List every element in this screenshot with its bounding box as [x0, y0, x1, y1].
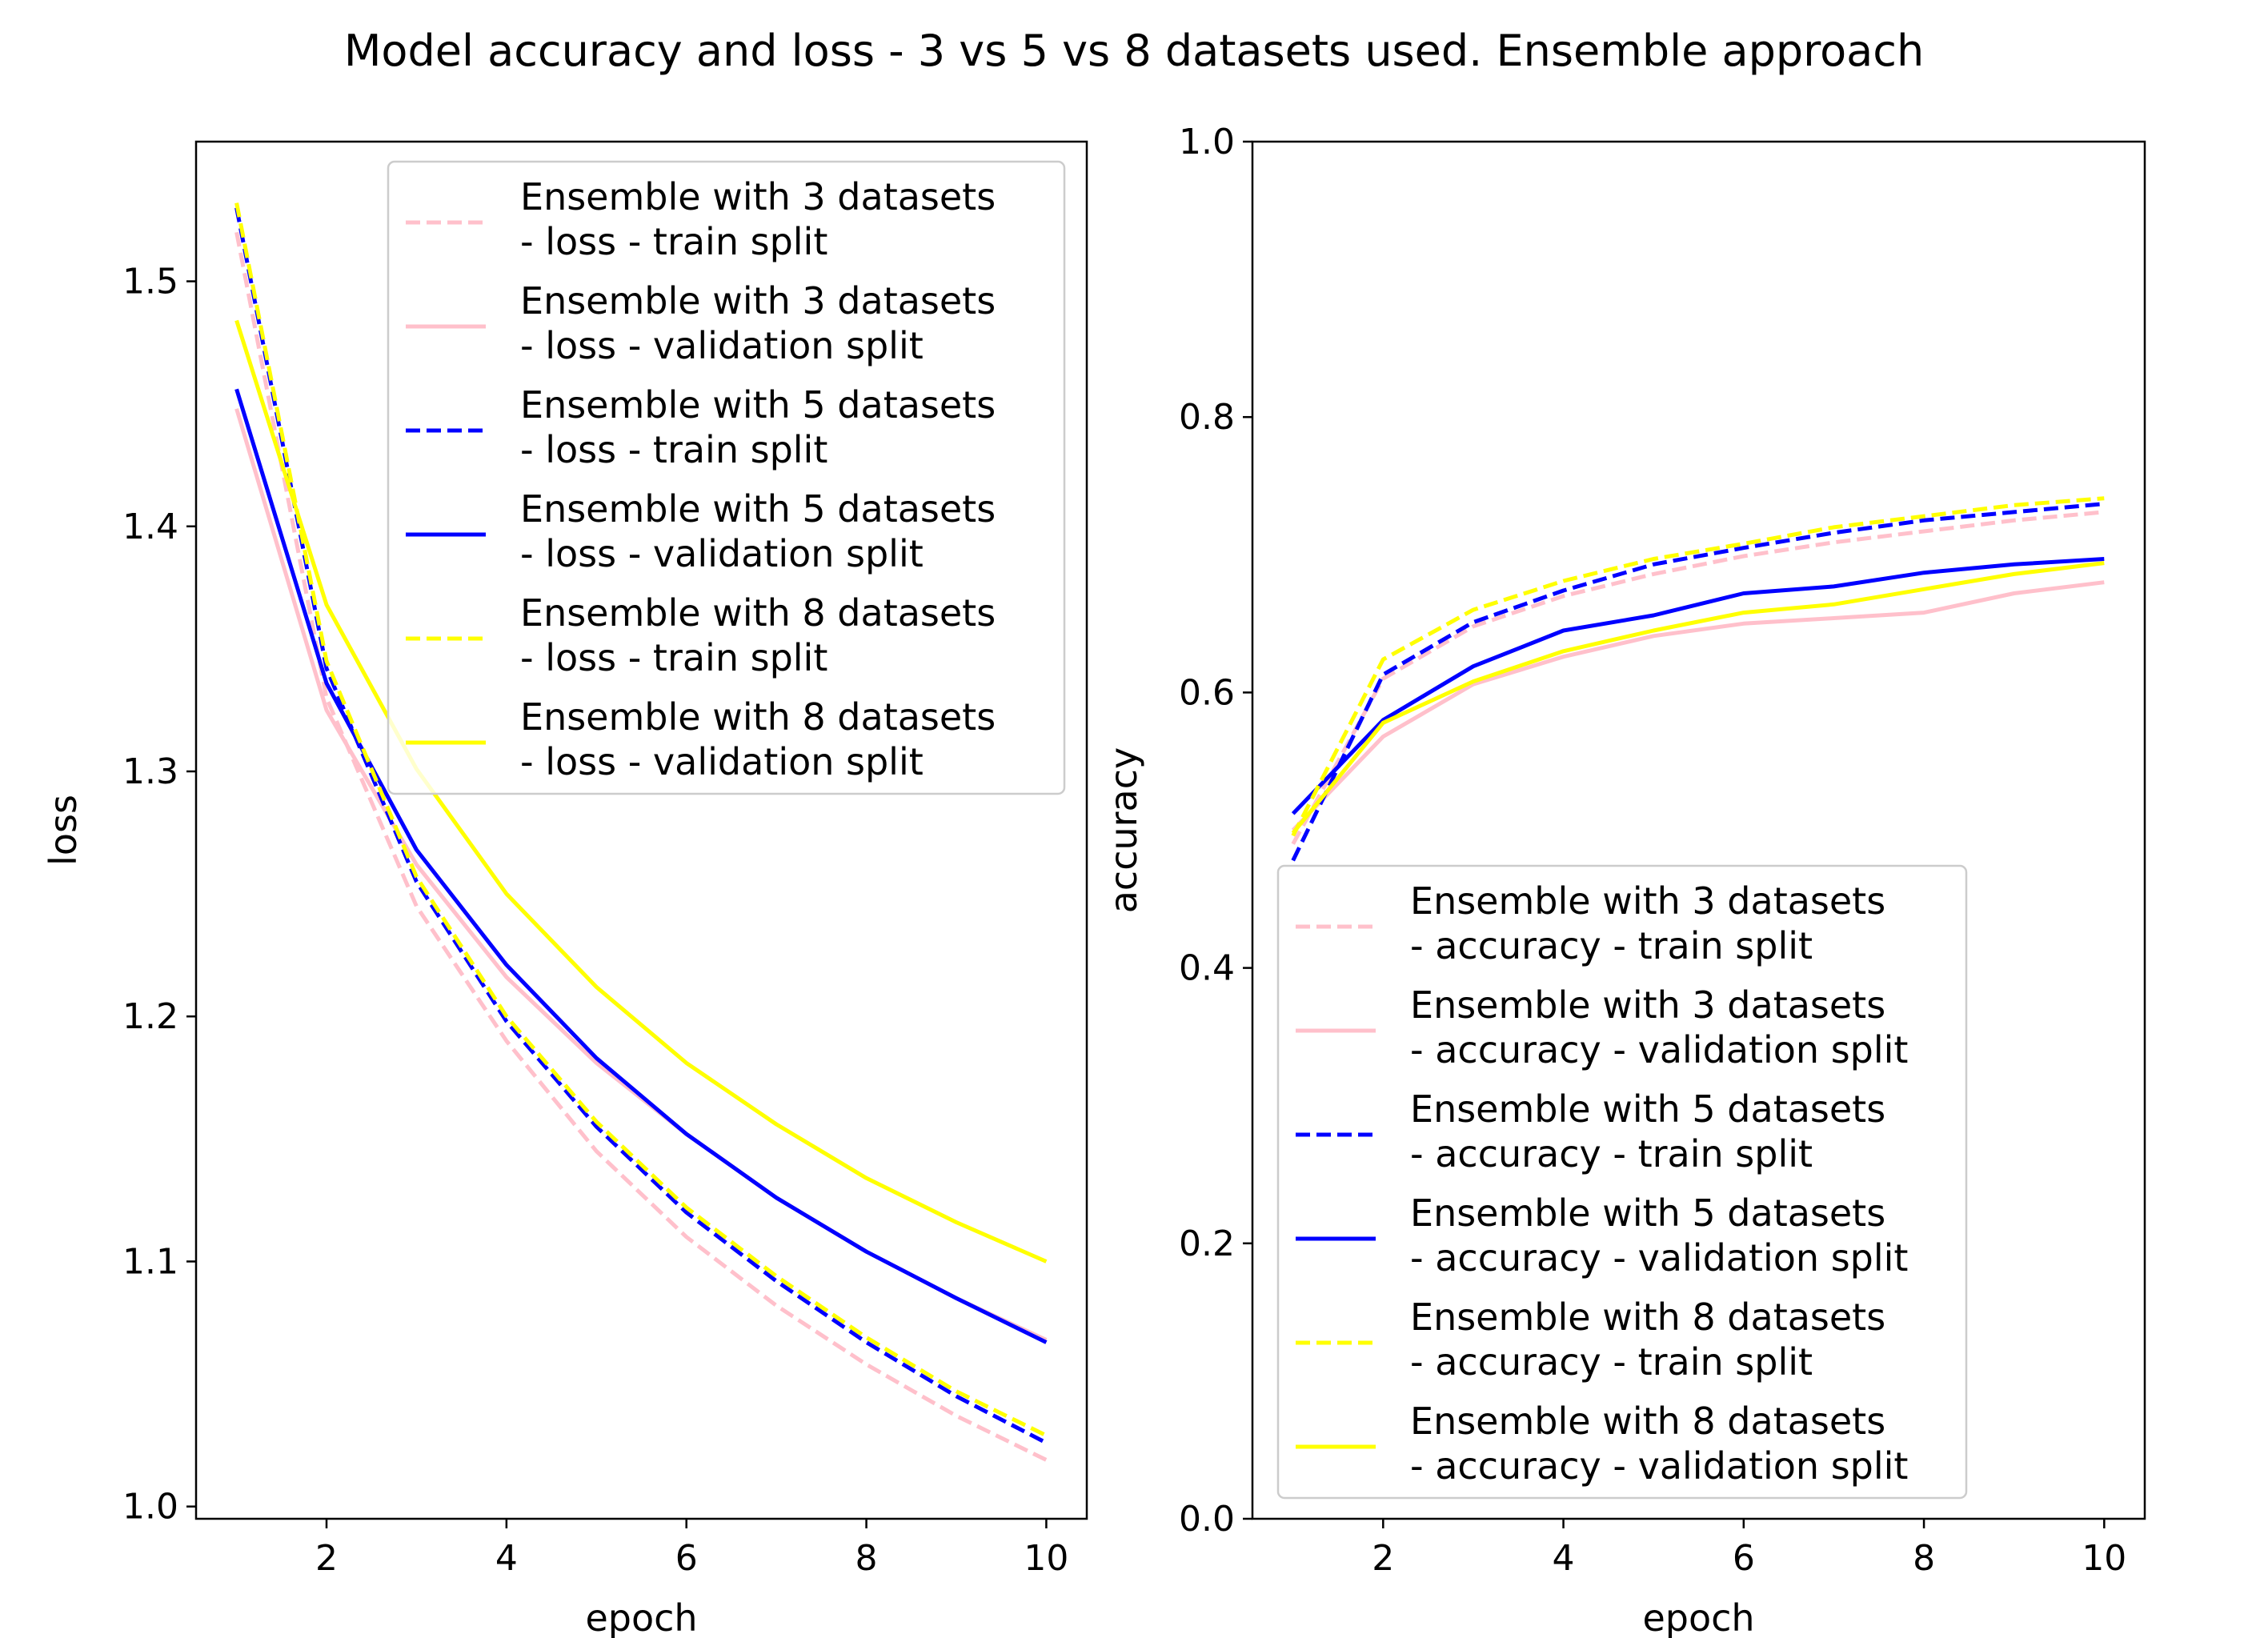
accuracy-ytick-label: 0.4	[1179, 948, 1235, 989]
loss-chart: 2 4 6 8 10 1.0 1.1 1.2 1.3 1.4 1.5 epoch loss Ensembl…	[42, 140, 1088, 1638]
accuracy-series-line-2	[1291, 580, 2105, 832]
loss-ytick-label: 1.5	[122, 262, 178, 302]
accuracy-series-line-3	[1291, 502, 2105, 862]
accuracy-axes-frame	[1251, 140, 2146, 1520]
loss-ytick-label: 1.0	[122, 1487, 178, 1528]
accuracy-series-line-4	[1291, 557, 2105, 815]
accuracy-xaxis-label: epoch	[1642, 1596, 1754, 1638]
accuracy-yaxis-label: accuracy	[1102, 747, 1145, 914]
accuracy-ytick-label: 0.0	[1179, 1499, 1235, 1540]
loss-series-line-6	[234, 319, 1048, 1264]
accuracy-ytick-label: 0.8	[1179, 397, 1235, 438]
loss-xaxis-label: epoch	[585, 1596, 697, 1638]
loss-ytick-label: 1.1	[122, 1241, 178, 1282]
accuracy-series-group	[1291, 496, 2105, 862]
accuracy-legend-label-5: Ensemble with 8 datasets - accuracy - tra…	[1410, 1296, 1885, 1384]
loss-series-line-3	[234, 207, 1048, 1445]
loss-xtick-label: 8	[856, 1538, 878, 1579]
loss-series-line-5	[234, 202, 1048, 1438]
accuracy-xtick-label: 8	[1913, 1538, 1935, 1579]
loss-series-group	[234, 202, 1048, 1462]
accuracy-ytick-label: 1.0	[1179, 122, 1235, 162]
accuracy-ytick-label: 0.2	[1179, 1223, 1235, 1264]
accuracy-legend-label-2: Ensemble with 3 datasets - accuracy - val…	[1410, 983, 1908, 1071]
accuracy-xtick-label: 10	[2082, 1538, 2126, 1579]
loss-axes-frame	[194, 140, 1088, 1520]
accuracy-xtick-label: 4	[1553, 1538, 1575, 1579]
loss-ytick-label: 1.2	[122, 996, 178, 1037]
accuracy-legend-frame	[1276, 864, 1968, 1500]
loss-legend-label-4: Ensemble with 5 datasets - loss - validat…	[520, 487, 996, 575]
loss-legend-label-6: Ensemble with 8 datasets - loss - validat…	[520, 695, 996, 783]
accuracy-legend-label-6: Ensemble with 8 datasets - accuracy - val…	[1410, 1400, 1908, 1488]
accuracy-legend-label-4: Ensemble with 5 datasets - accuracy - val…	[1410, 1191, 1908, 1280]
loss-xtick-label: 2	[315, 1538, 338, 1579]
accuracy-ytick-label: 0.6	[1179, 672, 1235, 713]
accuracy-legend-label-1: Ensemble with 3 datasets - accuracy - tra…	[1410, 879, 1885, 967]
accuracy-xtick-label: 6	[1733, 1538, 1755, 1579]
loss-legend: Ensemble with 3 datasets - loss - train s…	[387, 160, 1066, 795]
accuracy-series-line-5	[1291, 496, 2105, 837]
accuracy-legend: Ensemble with 3 datasets - accuracy - tra…	[1276, 864, 1968, 1500]
accuracy-chart: 2 4 6 8 10 0.0 0.2 0.4 0.6 0.8 1.0 epoch accuracy Ens…	[1102, 122, 2146, 1638]
accuracy-xtick-label: 2	[1372, 1538, 1394, 1579]
loss-xtick-label: 6	[675, 1538, 698, 1579]
accuracy-series-line-6	[1291, 561, 2105, 835]
loss-ytick-label: 1.3	[122, 751, 178, 792]
accuracy-series-line-1	[1291, 510, 2105, 845]
loss-series-line-4	[234, 388, 1048, 1344]
figure-suptitle: Model accuracy and loss - 3 vs 5 vs 8 da…	[344, 26, 1924, 76]
loss-legend-frame	[387, 160, 1066, 795]
accuracy-legend-label-3: Ensemble with 5 datasets - accuracy - tra…	[1410, 1087, 1885, 1175]
loss-xtick-label: 4	[495, 1538, 518, 1579]
loss-series-line-1	[234, 231, 1048, 1462]
loss-legend-label-3: Ensemble with 5 datasets - loss - train s…	[520, 383, 996, 471]
loss-ytick-label: 1.4	[122, 507, 178, 547]
loss-legend-label-2: Ensemble with 3 datasets - loss - validat…	[520, 279, 996, 367]
loss-legend-label-5: Ensemble with 8 datasets - loss - train s…	[520, 591, 996, 679]
loss-yaxis-label: loss	[42, 795, 85, 866]
loss-xtick-label: 10	[1024, 1538, 1068, 1579]
loss-legend-label-1: Ensemble with 3 datasets - loss - train s…	[520, 175, 996, 263]
